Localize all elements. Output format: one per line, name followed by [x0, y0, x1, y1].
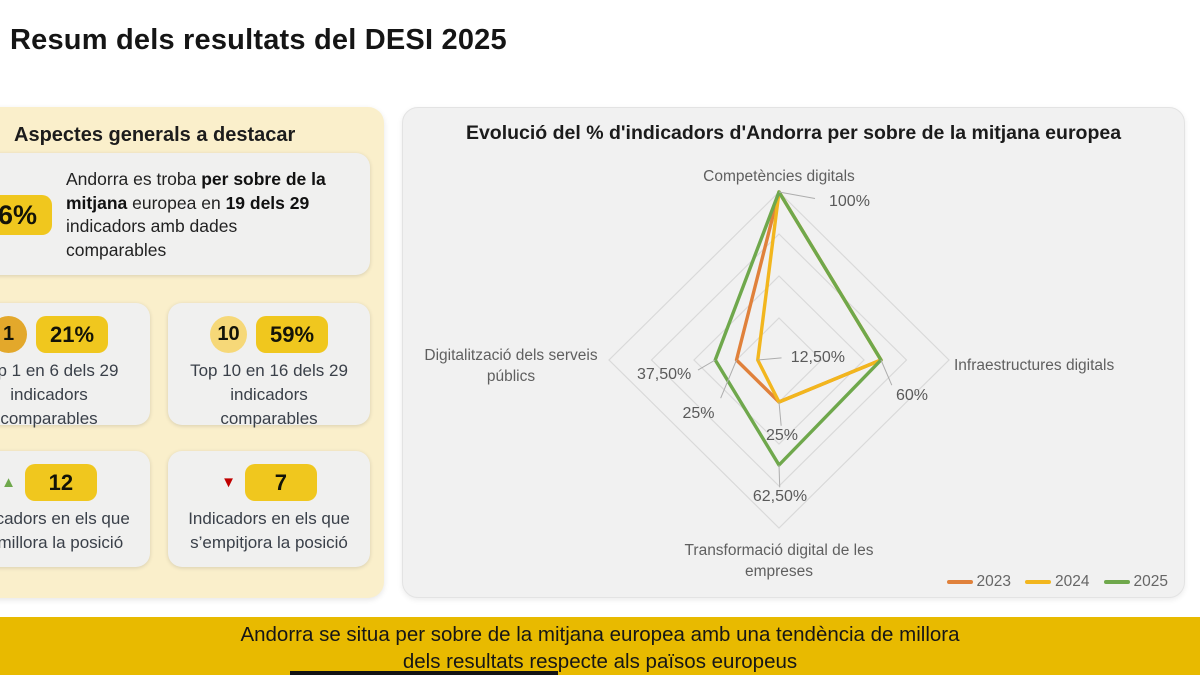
- legend-swatch: [1103, 580, 1130, 584]
- summary-panel-title: Aspectes generals a destacar: [14, 124, 296, 146]
- worsening-indicators-card: ▼ 7 Indicadors en els que s’empitjora la…: [168, 451, 370, 567]
- improving-count-badge: 12: [24, 464, 97, 501]
- highlight-card: 66% Andorra es troba per sobre de la mit…: [0, 153, 370, 275]
- triangle-down-icon: ▼: [221, 474, 236, 491]
- point-label: 100%: [829, 193, 870, 210]
- chart-title: Evolució del % d'indicadors d'Andorra pe…: [465, 122, 1122, 144]
- top10-card-text: Top 10 en 16 dels 29 indicadors comparab…: [190, 361, 348, 428]
- legend-label: 2023: [976, 573, 1012, 590]
- rank-10-badge: 10: [210, 316, 247, 353]
- radar-grid-ring: [693, 275, 865, 445]
- top10-card: 10 59% Top 10 en 16 dels 29 indicadors c…: [168, 303, 370, 428]
- legend-label: 2024: [1055, 573, 1090, 590]
- point-label: 62,50%: [753, 488, 807, 505]
- worsening-count-badge: 7: [244, 464, 317, 501]
- legend-label: 2025: [1133, 573, 1168, 590]
- chart-legend: 2023 2024 2025: [946, 573, 1168, 591]
- point-label: 12,50%: [791, 349, 845, 366]
- page-title: Resum dels resultats del DESI 2025: [10, 24, 507, 56]
- top1-card-text: Top 1 en 6 dels 29 indicadors comparable…: [0, 361, 119, 428]
- radar-chart: 100% 60% 25% 62,50% 12,50% 25% 37,50%: [608, 190, 950, 529]
- radar-series-2025: [713, 190, 883, 467]
- radar-grid-ring: [608, 191, 950, 529]
- point-label: 25%: [682, 405, 714, 422]
- triangle-up-icon: ▲: [1, 474, 16, 491]
- legend-item-2024: 2024: [1025, 573, 1090, 591]
- banner-line-1: Andorra se situa per sobre de la mitjana…: [240, 623, 960, 646]
- improving-card-text: Indicadors en els que es millora la posi…: [0, 509, 130, 552]
- radar-series-2024: [756, 190, 883, 404]
- point-label: 25%: [766, 427, 798, 444]
- top1-percentage-badge: 21%: [36, 316, 108, 353]
- legend-item-2025: 2025: [1103, 573, 1168, 591]
- summary-panel: Aspectes generals a destacar 66% Andorra…: [0, 107, 384, 598]
- radar-chart-panel: Evolució del % d'indicadors d'Andorra pe…: [402, 107, 1185, 598]
- rank-1-badge: 1: [0, 316, 27, 353]
- point-label-connector: [697, 359, 716, 371]
- axis-label-digitalitzacio-serveis: Digitalització dels serveis públics: [424, 347, 598, 385]
- point-label: 37,50%: [637, 366, 691, 383]
- point-label-connector: [720, 359, 737, 399]
- banner-line-2: dels resultats respecte als països europ…: [402, 650, 798, 673]
- improving-indicators-card: ▲ 12 Indicadors en els que es millora la…: [0, 451, 150, 567]
- point-label-connector: [778, 191, 816, 199]
- axis-label-infraestructures-digitals: Infraestructures digitals: [954, 357, 1115, 374]
- highlight-card-text: Andorra es troba per sobre de la mitjana…: [66, 169, 326, 260]
- point-label-connector: [778, 401, 782, 426]
- top1-card: 1 21% Top 1 en 6 dels 29 indicadors comp…: [0, 303, 150, 428]
- axis-label-competencies-digitals: Competències digitals: [703, 168, 855, 185]
- legend-item-2023: 2023: [946, 573, 1012, 591]
- top10-percentage-badge: 59%: [256, 316, 328, 353]
- bottom-black-bar: [290, 671, 558, 675]
- highlight-percvalue-badge: 66%: [0, 195, 52, 235]
- point-label: 60%: [896, 387, 928, 404]
- radar-grid-ring: [650, 233, 908, 487]
- point-label-connector: [757, 357, 782, 361]
- point-label-connector: [778, 464, 781, 488]
- worsening-card-text: Indicadors en els que s’empitjora la pos…: [188, 509, 350, 552]
- axis-label-transformacio-digital: Transformació digital de les empreses: [684, 542, 874, 580]
- legend-swatch: [946, 580, 973, 584]
- legend-swatch: [1025, 580, 1052, 584]
- point-label-connector: [880, 359, 893, 386]
- conclusion-banner: Andorra se situa per sobre de la mitjana…: [0, 617, 1200, 675]
